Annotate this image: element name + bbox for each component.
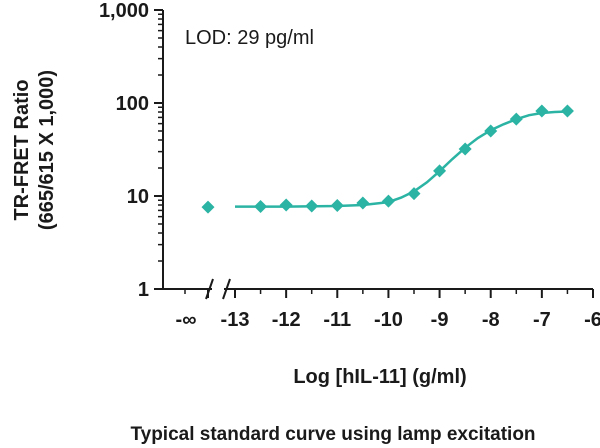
y-tick-label: 10 — [127, 186, 149, 208]
x-tick-label: -10 — [374, 309, 403, 331]
chart-labels: 1,000 100 10 1 -∞ -13 -12 -11 -10 -9 -8 -7 -6 LOD: 29… — [11, 0, 600, 445]
data-point — [560, 104, 574, 118]
data-point — [330, 199, 344, 213]
x-tick-label: -9 — [431, 309, 449, 331]
axis-break-mark — [222, 278, 231, 300]
data-point — [254, 200, 268, 214]
data-point — [433, 164, 447, 178]
data-point — [407, 187, 421, 201]
lod-annotation: LOD: 29 pg/ml — [185, 27, 314, 49]
y-tick-label: 100 — [116, 93, 149, 115]
y-axis-subtitle: (665/615 X 1,000) — [36, 70, 58, 230]
y-tick-label: 1,000 — [99, 0, 149, 22]
data-point — [279, 198, 293, 212]
data-point — [509, 112, 523, 126]
x-axis-title: Log [hIL-11] (g/ml) — [293, 366, 466, 388]
data-point — [458, 142, 472, 156]
axes — [154, 9, 594, 300]
y-tick-label: 1 — [138, 279, 149, 301]
x-tick-label: -∞ — [176, 309, 197, 331]
data-point — [381, 194, 395, 208]
figure-caption: Typical standard curve using lamp excita… — [130, 424, 535, 445]
x-tick-label: -13 — [221, 309, 250, 331]
data-point — [356, 196, 370, 210]
data-point-zero — [201, 200, 215, 214]
fit-curve-line — [235, 110, 568, 208]
x-tick-label: -7 — [533, 309, 551, 331]
x-tick-label: -8 — [482, 309, 500, 331]
data-point — [484, 124, 498, 138]
x-tick-label: -6 — [584, 309, 600, 331]
data-point — [305, 199, 319, 213]
chart-marks — [201, 104, 574, 214]
x-tick-label: -11 — [323, 309, 351, 331]
data-point — [535, 104, 549, 118]
y-axis-title: TR-FRET Ratio — [11, 79, 33, 220]
x-tick-label: -12 — [272, 309, 301, 331]
